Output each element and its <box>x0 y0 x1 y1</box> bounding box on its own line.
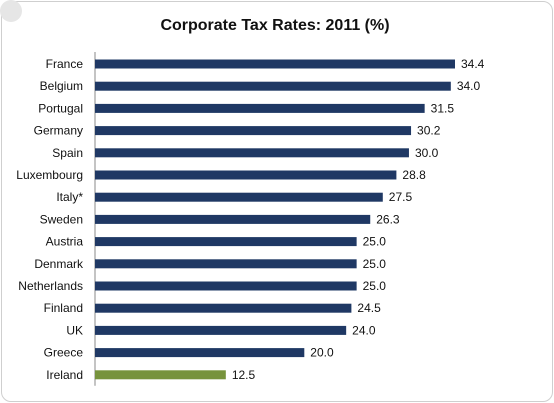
category-label-uk: UK <box>66 323 83 337</box>
value-label-luxembourg: 28.8 <box>402 168 426 182</box>
bar-germany <box>95 126 412 136</box>
bar-spain <box>95 148 409 158</box>
bar-greece <box>95 348 305 358</box>
category-label-ireland: Ireland <box>46 368 83 382</box>
bar-austria <box>95 237 357 247</box>
value-label-austria: 25.0 <box>363 235 387 249</box>
category-label-luxembourg: Luxembourg <box>16 168 83 182</box>
bars-group: France 34.4 Belgium 34.0 Portugal 31.5 Germany… <box>16 57 484 382</box>
category-label-italy: Italy* <box>56 190 83 204</box>
category-label-sweden: Sweden <box>40 212 83 226</box>
value-label-uk: 24.0 <box>352 323 376 337</box>
bar-netherlands <box>95 281 357 291</box>
category-label-denmark: Denmark <box>34 257 84 271</box>
category-label-finland: Finland <box>44 301 83 315</box>
value-label-finland: 24.5 <box>357 301 381 315</box>
value-label-portugal: 31.5 <box>431 101 455 115</box>
category-label-netherlands: Netherlands <box>18 279 83 293</box>
value-label-germany: 30.2 <box>417 124 441 138</box>
value-label-denmark: 25.0 <box>363 257 387 271</box>
bar-uk <box>95 325 347 335</box>
value-label-italy: 27.5 <box>389 190 413 204</box>
bar-france <box>95 59 455 69</box>
corner-decoration <box>0 0 22 22</box>
category-label-portugal: Portugal <box>38 101 83 115</box>
value-label-netherlands: 25.0 <box>363 279 387 293</box>
bar-denmark <box>95 259 357 269</box>
chart-title: Corporate Tax Rates: 2011 (%) <box>160 17 389 34</box>
category-label-greece: Greece <box>44 346 84 360</box>
category-label-germany: Germany <box>34 124 83 138</box>
value-label-greece: 20.0 <box>310 346 334 360</box>
bar-belgium <box>95 81 451 91</box>
value-label-ireland: 12.5 <box>232 368 256 382</box>
category-label-austria: Austria <box>46 235 84 249</box>
bar-sweden <box>95 214 371 224</box>
category-label-france: France <box>46 57 84 71</box>
bar-finland <box>95 303 352 313</box>
category-label-belgium: Belgium <box>40 79 83 93</box>
value-label-belgium: 34.0 <box>457 79 481 93</box>
value-label-sweden: 26.3 <box>376 212 400 226</box>
bar-italy <box>95 192 383 202</box>
bar-portugal <box>95 103 425 113</box>
value-label-france: 34.4 <box>461 57 485 71</box>
value-label-spain: 30.0 <box>415 146 439 160</box>
category-label-spain: Spain <box>52 146 83 160</box>
bar-luxembourg <box>95 170 397 180</box>
bar-ireland <box>95 370 226 380</box>
